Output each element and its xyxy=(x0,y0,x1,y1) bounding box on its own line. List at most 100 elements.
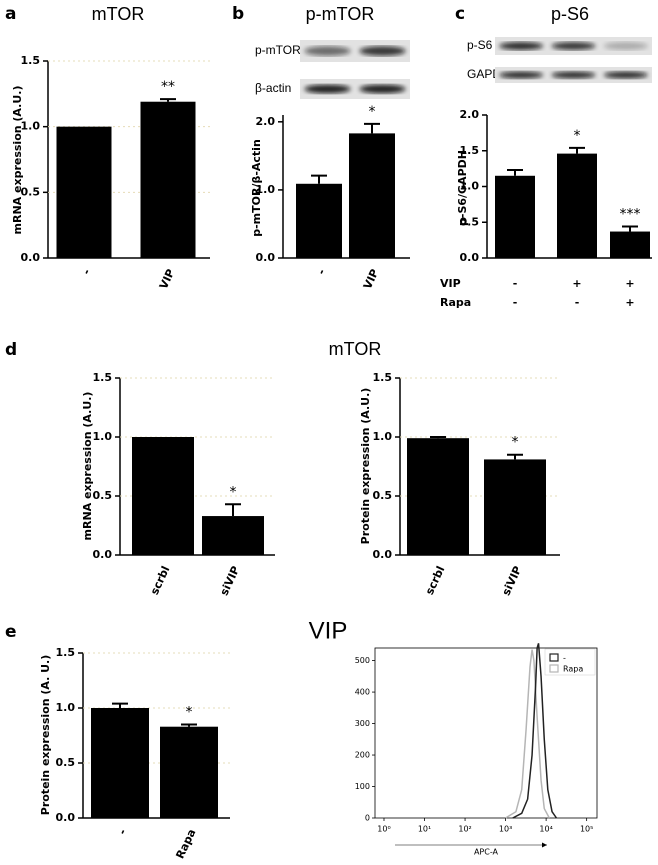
y-tick-label: 1.0 xyxy=(256,183,276,196)
bar xyxy=(160,726,218,818)
chart-title: mTOR xyxy=(92,4,145,24)
y-tick-label: 1.0 xyxy=(56,701,76,714)
x-tick-label: 10¹ xyxy=(418,825,431,834)
error-bar xyxy=(112,702,128,708)
row-label: VIP xyxy=(440,277,461,290)
section-title: VIP xyxy=(309,617,348,644)
legend-label: - xyxy=(563,654,566,663)
legend-label: Rapa xyxy=(563,665,583,674)
significance-label: * xyxy=(512,435,519,451)
y-axis-label: mRNA expression (A.U.) xyxy=(11,86,24,235)
panel-letter: d xyxy=(5,340,17,360)
y-axis-label: Protein expression (A.U.) xyxy=(359,388,372,545)
y-axis-label: p-mTOR/β-Actin xyxy=(250,139,263,237)
bar xyxy=(91,708,149,818)
x-tick-label: - xyxy=(575,296,580,309)
blot-label: p-mTOR xyxy=(255,43,301,57)
x-tick-label: + xyxy=(625,296,634,309)
y-tick-label: 1.0 xyxy=(460,180,480,193)
blot-band xyxy=(551,71,596,79)
legend-swatch xyxy=(549,653,559,662)
bar xyxy=(557,153,597,258)
blot-label: β-actin xyxy=(255,81,291,95)
y-axis-label: mRNA expression (A.U.) xyxy=(81,392,94,541)
y-tick-label: 0.0 xyxy=(373,548,393,561)
error-bar xyxy=(507,169,523,176)
y-tick-label: 1.5 xyxy=(373,371,393,384)
error-bar xyxy=(430,436,446,439)
significance-label: * xyxy=(230,484,237,500)
x-tick-label: - xyxy=(513,296,518,309)
y-tick-label: 1.0 xyxy=(21,120,41,133)
blot-band xyxy=(304,84,351,94)
x-tick-label: 10² xyxy=(458,825,471,834)
blot-background xyxy=(300,79,410,99)
y-tick-label: 100 xyxy=(355,782,370,791)
panel-letter: c xyxy=(455,4,465,24)
panel-letter: a xyxy=(5,4,16,24)
y-tick-label: 1.0 xyxy=(373,430,393,443)
bar xyxy=(202,516,264,555)
y-tick-label: 0.0 xyxy=(460,251,480,264)
x-tick-label: - xyxy=(116,827,130,837)
y-tick-label: 0.0 xyxy=(93,548,113,561)
bar xyxy=(484,459,546,555)
y-tick-label: 300 xyxy=(355,719,370,728)
bar xyxy=(349,133,395,258)
significance-label: *** xyxy=(620,207,641,223)
y-tick-label: 2.0 xyxy=(256,115,276,128)
bar xyxy=(140,101,196,258)
histogram-line xyxy=(512,643,558,819)
y-axis-label: Protein expression (A. U.) xyxy=(39,655,52,815)
error-bar xyxy=(225,503,241,517)
bar xyxy=(56,126,112,259)
y-tick-label: 500 xyxy=(355,656,370,665)
chart-title: p-S6 xyxy=(551,4,589,24)
blot-background xyxy=(300,40,410,62)
x-tick-label: - xyxy=(80,267,94,277)
legend-box xyxy=(544,648,596,676)
bar xyxy=(132,437,194,555)
x-tick-label: 10⁵ xyxy=(580,825,593,834)
error-bar xyxy=(569,146,585,154)
x-tick-label: - xyxy=(513,277,518,290)
x-tick-label: 10³ xyxy=(499,825,512,834)
significance-label: ** xyxy=(161,79,175,95)
significance-label: * xyxy=(574,128,581,144)
y-tick-label: 0.5 xyxy=(460,215,480,228)
blot-label: p-S6 xyxy=(467,38,493,52)
error-bar xyxy=(311,174,327,184)
y-axis-label: p-S6/GAPDH xyxy=(456,150,469,226)
blot-band xyxy=(359,84,406,94)
y-tick-label: 1.5 xyxy=(460,144,480,157)
y-tick-label: 400 xyxy=(355,688,370,697)
error-bar xyxy=(622,225,638,232)
y-tick-label: 1.5 xyxy=(21,54,41,67)
blot-band xyxy=(499,42,544,50)
plot-frame xyxy=(374,647,598,819)
y-tick-label: 1.5 xyxy=(93,371,113,384)
panel-letter: e xyxy=(5,622,17,642)
x-tick-label: + xyxy=(572,277,581,290)
y-tick-label: 2.0 xyxy=(460,108,480,121)
bar xyxy=(296,183,342,258)
y-tick-label: 0.5 xyxy=(373,489,393,502)
y-tick-label: 1.0 xyxy=(93,430,113,443)
blot-band xyxy=(551,42,596,50)
x-tick-label: - xyxy=(315,267,329,277)
y-tick-label: 1.5 xyxy=(56,646,76,659)
blot-band xyxy=(603,71,648,79)
bar xyxy=(407,438,469,555)
error-bar xyxy=(507,453,523,460)
y-tick-label: 0.5 xyxy=(93,489,113,502)
chart-title: p-mTOR xyxy=(306,4,375,24)
error-bar xyxy=(181,723,197,727)
histogram-line xyxy=(505,649,550,819)
section-title: mTOR xyxy=(329,339,382,359)
bar xyxy=(610,231,650,258)
blot-band xyxy=(499,71,544,79)
error-bar xyxy=(364,122,380,134)
y-tick-label: 0.0 xyxy=(56,811,76,824)
panel-letter: b xyxy=(232,4,244,24)
